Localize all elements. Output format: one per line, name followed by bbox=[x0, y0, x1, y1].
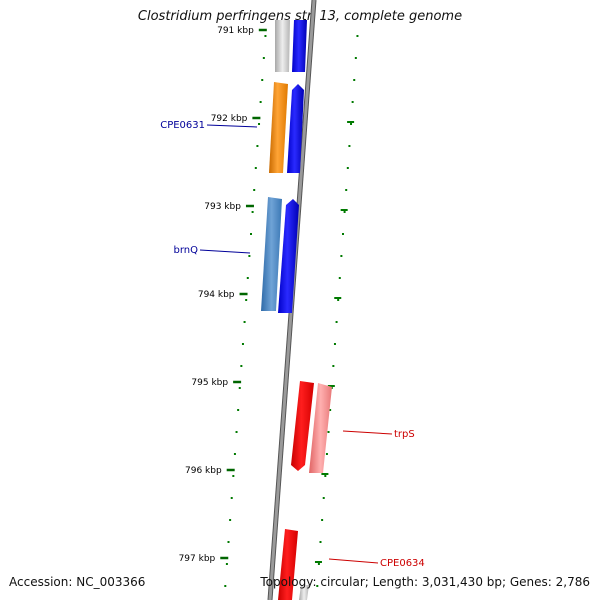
feature-blue-brnq bbox=[278, 199, 299, 313]
feature-blue-cpe0631 bbox=[287, 84, 304, 173]
ruler-tick-label: 796 kbp bbox=[185, 466, 222, 476]
gene-leader-line bbox=[328, 558, 379, 564]
feature-grey-top bbox=[275, 20, 290, 72]
gene-labels: CPE0631 brnQ trpS CPE0634 bbox=[160, 120, 425, 569]
accession-label: Accession: NC_003366 bbox=[9, 575, 146, 589]
feature-red-cpe0634 bbox=[278, 529, 298, 600]
ruler-tick-label: 793 kbp bbox=[204, 202, 241, 212]
gene-label-cpe0631: CPE0631 bbox=[160, 120, 205, 131]
ruler-tick-label: 795 kbp bbox=[191, 378, 228, 388]
map-title: Clostridium perfringens str. 13, complet… bbox=[137, 9, 463, 24]
gene-leader-line bbox=[342, 430, 393, 435]
gene-leader-line bbox=[206, 124, 258, 128]
gene-label-cpe0634: CPE0634 bbox=[380, 558, 425, 569]
ruler-tick-label: 791 kbp bbox=[217, 26, 254, 36]
guide-dots bbox=[224, 35, 359, 587]
feature-grey-bottom bbox=[299, 585, 309, 600]
ruler-tick-label: 794 kbp bbox=[198, 290, 235, 300]
feature-orange-cpe0631 bbox=[269, 82, 288, 173]
feature-red-trps bbox=[291, 381, 314, 471]
gene-label-trps: trpS bbox=[394, 429, 415, 440]
feature-steelblue-brnq bbox=[261, 197, 282, 311]
ruler-tick-label: 797 kbp bbox=[179, 554, 216, 564]
ruler-tick-label: 792 kbp bbox=[211, 114, 248, 124]
gene-label-brnq: brnQ bbox=[174, 245, 199, 256]
kbp-ruler: 791 kbp 792 kbp 793 kbp 794 kbp 795 kbp 796 k… bbox=[179, 26, 267, 564]
genome-summary: Topology: circular; Length: 3,031,430 bp… bbox=[260, 575, 590, 589]
feature-pink-trps bbox=[309, 383, 332, 473]
gene-leader-line bbox=[199, 249, 251, 254]
feature-blue-top bbox=[292, 20, 307, 72]
